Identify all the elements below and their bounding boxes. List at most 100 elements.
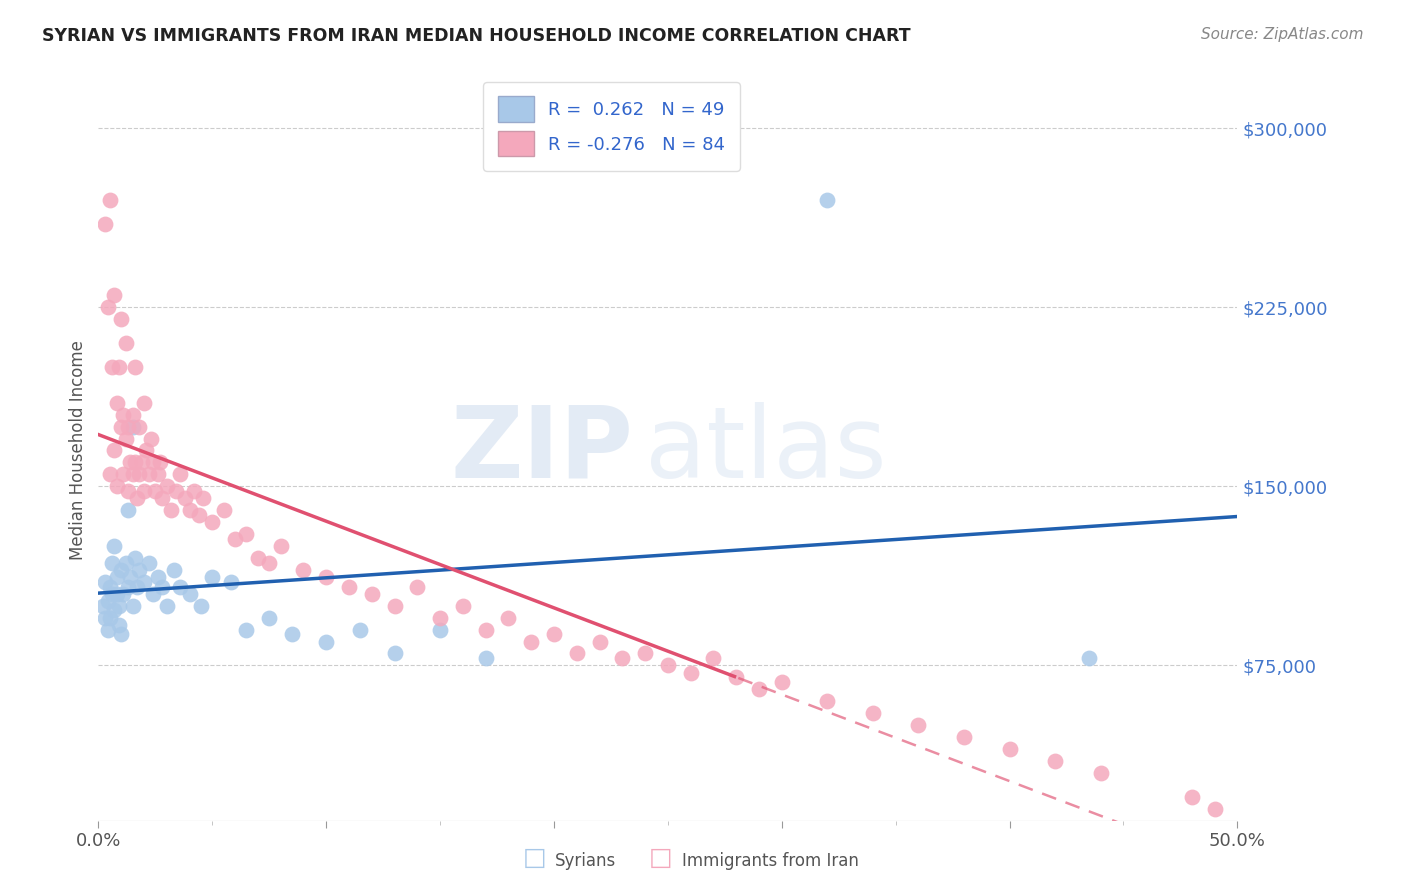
Point xyxy=(179,587,201,601)
Point xyxy=(588,634,610,648)
Point xyxy=(135,443,157,458)
Point xyxy=(110,627,132,641)
Point xyxy=(679,665,702,680)
Point xyxy=(1181,789,1204,804)
Point xyxy=(96,300,118,314)
Point xyxy=(219,574,242,589)
Point xyxy=(201,515,224,529)
Point xyxy=(498,610,520,624)
Point xyxy=(127,580,149,594)
Point xyxy=(105,570,128,584)
Point xyxy=(94,574,117,589)
Text: Syrians: Syrians xyxy=(555,852,617,870)
Point xyxy=(174,491,197,506)
Point xyxy=(360,587,382,601)
Point xyxy=(474,623,496,637)
Point xyxy=(201,570,224,584)
Text: ZIP: ZIP xyxy=(451,402,634,499)
Point xyxy=(156,599,179,613)
Point xyxy=(128,467,150,482)
Point xyxy=(120,570,142,584)
Point xyxy=(91,599,114,613)
Point xyxy=(103,603,125,617)
Point xyxy=(117,484,139,499)
Point xyxy=(235,527,257,541)
Y-axis label: Median Household Income: Median Household Income xyxy=(69,341,87,560)
Point xyxy=(108,359,131,374)
Point xyxy=(121,599,143,613)
Point xyxy=(815,193,838,207)
Text: atlas: atlas xyxy=(645,402,887,499)
Point xyxy=(128,563,150,577)
Point xyxy=(246,550,269,565)
Point xyxy=(907,718,929,732)
Point xyxy=(114,556,136,570)
Point xyxy=(98,193,121,207)
Point xyxy=(146,467,169,482)
Point xyxy=(103,288,125,302)
Point xyxy=(998,742,1021,756)
Point xyxy=(259,556,281,570)
Point xyxy=(124,359,146,374)
Point xyxy=(145,484,167,499)
Point xyxy=(165,484,187,499)
Text: □: □ xyxy=(650,846,672,870)
Point xyxy=(953,730,976,744)
Point xyxy=(142,587,165,601)
Point xyxy=(259,610,281,624)
Legend: R =  0.262   N = 49, R = -0.276   N = 84: R = 0.262 N = 49, R = -0.276 N = 84 xyxy=(484,82,740,171)
Point xyxy=(169,580,191,594)
Point xyxy=(337,580,360,594)
Point xyxy=(270,539,292,553)
Point xyxy=(520,634,543,648)
Point xyxy=(543,627,565,641)
Point xyxy=(212,503,235,517)
Point xyxy=(770,675,793,690)
Point xyxy=(169,467,191,482)
Text: Immigrants from Iran: Immigrants from Iran xyxy=(682,852,859,870)
Point xyxy=(406,580,429,594)
Point xyxy=(110,563,132,577)
Point xyxy=(114,336,136,351)
Point xyxy=(131,455,153,469)
Point xyxy=(132,484,155,499)
Point xyxy=(139,432,162,446)
Point xyxy=(112,467,135,482)
Point xyxy=(1090,765,1112,780)
Point xyxy=(117,580,139,594)
Point xyxy=(108,599,131,613)
Point xyxy=(112,587,135,601)
Point xyxy=(315,570,337,584)
Point xyxy=(101,556,124,570)
Point xyxy=(121,408,143,422)
Point xyxy=(101,359,124,374)
Point xyxy=(224,532,246,546)
Point xyxy=(150,580,173,594)
Point xyxy=(160,503,183,517)
Point xyxy=(138,467,160,482)
Point xyxy=(146,570,169,584)
Point xyxy=(429,623,451,637)
Point xyxy=(187,508,209,522)
Text: Source: ZipAtlas.com: Source: ZipAtlas.com xyxy=(1201,27,1364,42)
Point xyxy=(429,610,451,624)
Point xyxy=(132,395,155,409)
Point xyxy=(98,580,121,594)
Point xyxy=(105,587,128,601)
Point xyxy=(110,312,132,326)
Point xyxy=(183,484,205,499)
Point xyxy=(98,467,121,482)
Point xyxy=(142,455,165,469)
Point xyxy=(657,658,679,673)
Point xyxy=(138,556,160,570)
Point xyxy=(315,634,337,648)
Point xyxy=(103,539,125,553)
Point xyxy=(193,491,215,506)
Point xyxy=(117,419,139,434)
Point xyxy=(612,651,634,665)
Point xyxy=(105,395,128,409)
Point xyxy=(112,408,135,422)
Point xyxy=(94,217,117,231)
Point xyxy=(117,503,139,517)
Point xyxy=(162,563,184,577)
